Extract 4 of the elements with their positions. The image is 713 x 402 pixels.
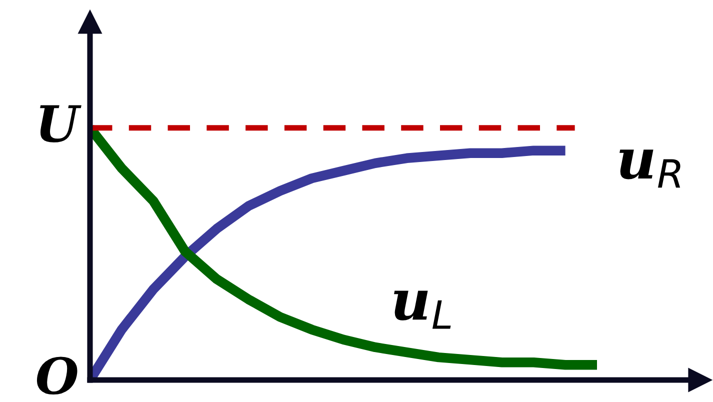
- series-label: u$_{R}$: [620, 150, 680, 188]
- ref-line-label: U: [40, 105, 82, 142]
- series-label: u$_{L}$: [394, 290, 451, 329]
- annotation: O: [36, 356, 78, 395]
